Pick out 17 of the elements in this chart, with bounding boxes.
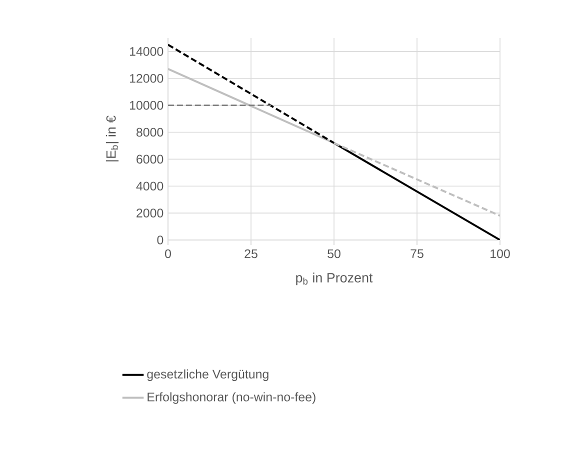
x-tick-label: 25	[244, 249, 258, 258]
x-tick-label: 0	[165, 249, 171, 258]
y-tick-label: 8000	[136, 128, 164, 137]
x-tick-label: 50	[328, 249, 340, 258]
y-axis-title: |E$_{b}$| in €	[106, 116, 119, 162]
y-tick-label: 12000	[130, 74, 164, 83]
y-tick-label: 0	[157, 236, 164, 244]
legend-label: gesetzliche Vergütung	[147, 369, 268, 382]
legend-label: Erfolgshonorar (no-win-no-fee)	[148, 392, 316, 404]
x-tick-label: 100	[490, 249, 510, 258]
y-tick-label: 4000	[136, 182, 164, 191]
x-axis-title: p$_{b}$ in Prozent	[296, 272, 373, 286]
y-tick-label: 10000	[130, 100, 164, 110]
x-tick-label: 75	[410, 249, 424, 258]
y-tick-label: 14000	[130, 47, 164, 56]
y-tick-label: 6000	[136, 154, 164, 164]
y-tick-label: 2000	[136, 208, 164, 218]
